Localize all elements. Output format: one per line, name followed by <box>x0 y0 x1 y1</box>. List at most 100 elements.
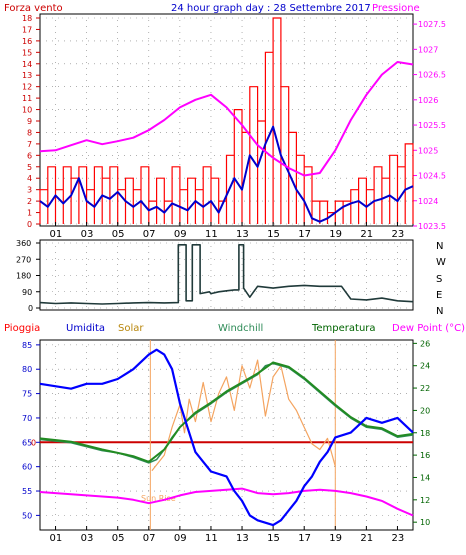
pressure-axis-label-1024: 1024 <box>418 197 438 206</box>
pressure-axis-label-1024.5: 1024.5 <box>418 172 446 181</box>
humidity-axis-label-75: 75 <box>22 390 32 399</box>
temp-x-label-21: 21 <box>360 533 373 544</box>
humidity-axis-label-70: 70 <box>22 414 32 423</box>
wind-axis-label-9: 9 <box>27 117 32 126</box>
wind-axis-label-16: 16 <box>22 37 32 46</box>
series-temperature <box>39 361 414 463</box>
temp-x-label-19: 19 <box>329 533 342 544</box>
temp-x-label-23: 23 <box>391 533 404 544</box>
series-direction <box>39 244 414 305</box>
pressure-axis-label-1026: 1026 <box>418 96 438 105</box>
wind-axis-label-17: 17 <box>22 25 32 34</box>
pressure-axis-label-1027.5: 1027.5 <box>418 20 446 29</box>
temp-axis-label-10: 10 <box>420 518 430 527</box>
wind-x-label-17: 17 <box>298 229 311 240</box>
humidity-axis-label-60: 60 <box>22 463 32 472</box>
dir-label-n2: N <box>436 306 443 317</box>
temp-x-label-07: 07 <box>143 533 156 544</box>
wind-axis-label-7: 7 <box>27 140 32 149</box>
dir-label-w: W <box>436 257 446 268</box>
pressure-axis-label-1027: 1027 <box>418 45 438 54</box>
wind-x-label-11: 11 <box>205 229 218 240</box>
pressure-axis-label-1023.5: 1023.5 <box>418 222 446 231</box>
temperatura-label: Temperatura <box>311 323 376 334</box>
wind-axis-label-14: 14 <box>22 60 32 69</box>
wind-axis-label-10: 10 <box>22 106 32 115</box>
rain-zero-label: 0 <box>31 438 36 447</box>
chart-title: 24 hour graph day : 28 Settembre 2017 <box>171 3 371 14</box>
series-humidity <box>39 348 414 527</box>
wind-axis-label-8: 8 <box>27 128 32 137</box>
panel-wind-frame <box>39 13 414 227</box>
dir-axis-label-270: 270 <box>16 255 31 264</box>
forza-vento-label: Forza vento <box>4 3 63 14</box>
temp-x-label-11: 11 <box>205 533 218 544</box>
panel-temperature-frame <box>39 339 414 531</box>
humidity-axis-label-65: 65 <box>22 438 32 447</box>
temp-x-label-09: 09 <box>174 533 187 544</box>
wind-axis-label-6: 6 <box>27 151 32 160</box>
temp-axis-label-14: 14 <box>420 473 430 482</box>
wind-axis-label-4: 4 <box>27 174 32 183</box>
wind-x-label-13: 13 <box>236 229 249 240</box>
wind-axis-label-5: 5 <box>27 163 32 172</box>
humidity-axis-label-85: 85 <box>22 341 32 350</box>
temp-axis-label-16: 16 <box>420 451 430 460</box>
temp-x-label-13: 13 <box>236 533 249 544</box>
wind-x-label-23: 23 <box>391 229 404 240</box>
wind-x-label-01: 01 <box>50 229 63 240</box>
wind-axis-label-18: 18 <box>22 14 32 23</box>
temp-axis-label-18: 18 <box>420 429 430 438</box>
wind-axis-label-15: 15 <box>22 48 32 57</box>
humidity-axis-label-50: 50 <box>22 511 32 520</box>
pressure-axis-label-1026.5: 1026.5 <box>418 71 446 80</box>
wind-axis-label-2: 2 <box>27 197 32 206</box>
wind-axis-label-12: 12 <box>22 83 32 92</box>
wind-x-label-09: 09 <box>174 229 187 240</box>
temp-axis-label-24: 24 <box>420 362 430 371</box>
wind-axis-label-0: 0 <box>27 220 32 229</box>
series-pressure <box>39 61 414 177</box>
wind-axis-label-1: 1 <box>27 209 32 218</box>
solar-label: Solar <box>118 323 144 334</box>
windchill-label: Windchill <box>218 323 263 334</box>
pressure-axis-label-1025.5: 1025.5 <box>418 121 446 130</box>
wind-x-label-15: 15 <box>267 229 280 240</box>
temp-x-label-17: 17 <box>298 533 311 544</box>
pressure-axis-label-1025: 1025 <box>418 146 438 155</box>
temp-axis-label-22: 22 <box>420 384 430 393</box>
humidity-axis-label-80: 80 <box>22 365 32 374</box>
temp-x-label-05: 05 <box>112 533 125 544</box>
dir-label-n1: N <box>436 241 443 252</box>
wind-axis-label-3: 3 <box>27 186 32 195</box>
dir-axis-label-180: 180 <box>16 272 31 281</box>
series-wind-gust <box>39 17 414 224</box>
temp-axis-label-20: 20 <box>420 406 430 415</box>
pioggia-label: Pioggia <box>4 323 40 334</box>
temp-axis-label-12: 12 <box>420 496 430 505</box>
wind-x-label-03: 03 <box>81 229 94 240</box>
series-dew-point <box>39 487 414 517</box>
temp-axis-label-26: 26 <box>420 339 430 348</box>
wind-axis-label-13: 13 <box>22 71 32 80</box>
dir-axis-label-360: 360 <box>16 239 31 248</box>
wind-x-label-05: 05 <box>112 229 125 240</box>
dir-label-e: E <box>436 290 442 301</box>
dir-label-s: S <box>436 274 442 285</box>
series-wind-average <box>39 125 414 223</box>
temp-x-label-03: 03 <box>81 533 94 544</box>
chart-dynamic-layer: 01234567891011121314151617181023.5102410… <box>16 14 446 544</box>
dir-axis-label-90: 90 <box>22 288 32 297</box>
sun-rise-label: Sun Rise <box>141 494 176 503</box>
humidity-axis-label-55: 55 <box>22 487 32 496</box>
wind-x-label-21: 21 <box>360 229 373 240</box>
dew-point-label: Dew Point (°C) <box>392 323 465 334</box>
umidita-label: Umidita <box>66 323 105 334</box>
wind-x-label-19: 19 <box>329 229 342 240</box>
dir-axis-label-0: 0 <box>28 304 33 313</box>
temp-x-label-15: 15 <box>267 533 280 544</box>
temp-x-label-01: 01 <box>50 533 63 544</box>
pressione-label: Pressione <box>372 3 420 14</box>
wind-axis-label-11: 11 <box>22 94 32 103</box>
